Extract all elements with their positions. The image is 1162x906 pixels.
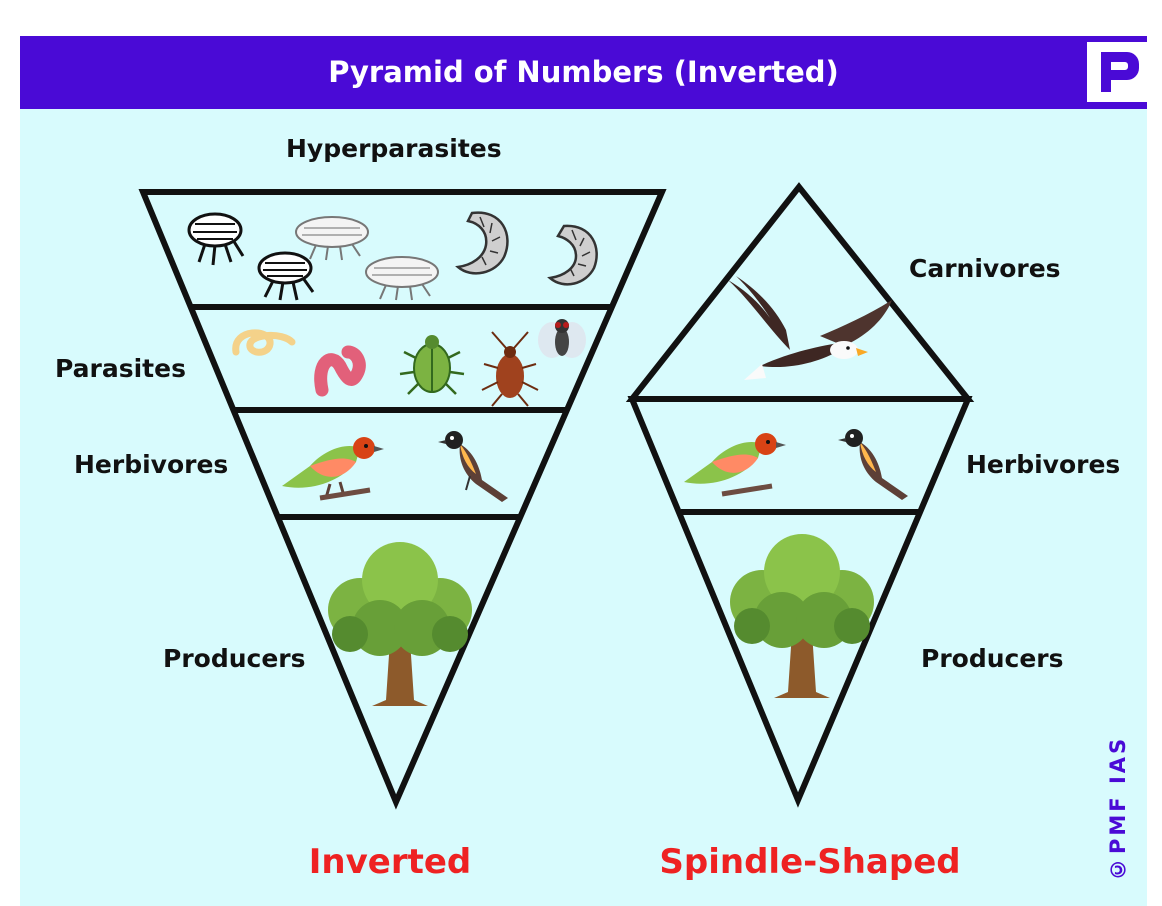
finch-icon [282, 437, 384, 501]
grub-icon [547, 224, 598, 286]
label-hyperparasites: Hyperparasites [286, 134, 502, 163]
louse-icon [295, 216, 369, 261]
tree-icon [730, 534, 874, 698]
label-carnivores: Carnivores [909, 254, 1061, 283]
eagle-icon [728, 276, 892, 380]
label-producers: Producers [163, 644, 306, 673]
finch-icon [684, 433, 786, 497]
fly-icon [538, 319, 586, 358]
watermark: ©PMF IAS [1106, 735, 1130, 881]
herbivores-organisms [684, 429, 908, 500]
label-parasites: Parasites [55, 354, 186, 383]
pmf-logo-icon [1087, 42, 1147, 102]
herbivores-organisms [282, 431, 508, 502]
label-herbivores: Herbivores [966, 450, 1121, 479]
header-bar: Pyramid of Numbers (Inverted) [20, 36, 1147, 109]
label-producers: Producers [921, 644, 1064, 673]
earthworm-icon [314, 345, 366, 397]
grub-icon [455, 211, 509, 275]
sparrow-icon [438, 431, 508, 502]
parasites-organisms [232, 319, 586, 407]
roundworm-icon [232, 329, 296, 356]
hyperparasites-organisms [187, 211, 598, 301]
sparrow-icon [838, 429, 908, 500]
tree-icon [328, 542, 472, 706]
inverted-pyramid [138, 189, 667, 810]
flea-icon [257, 251, 315, 301]
label-herbivores: Herbivores [74, 450, 229, 479]
beetle-icon [399, 335, 465, 395]
caption-inverted: Inverted [308, 842, 472, 882]
louse-icon [365, 256, 439, 301]
cockroach-icon [481, 331, 539, 407]
spindle-pyramid [625, 182, 975, 808]
page-title: Pyramid of Numbers (Inverted) [328, 55, 839, 89]
caption-spindle-shaped: Spindle-Shaped [659, 842, 961, 882]
flea-icon [187, 212, 245, 266]
